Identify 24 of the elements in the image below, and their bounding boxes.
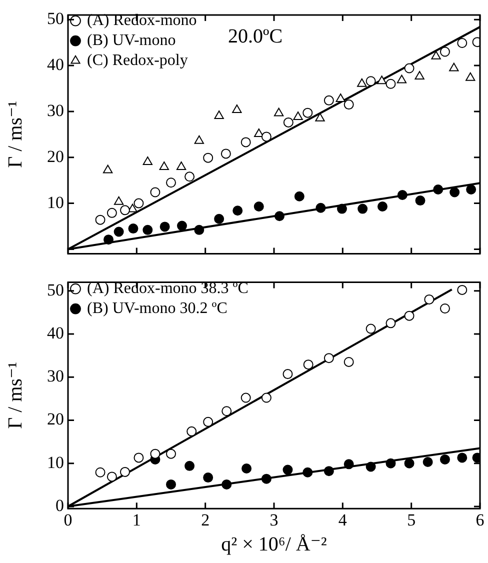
x-tick-label: 2 bbox=[201, 510, 210, 530]
x-tick-label: 3 bbox=[270, 510, 278, 530]
legend-label: (C) Redox-poly bbox=[87, 52, 188, 70]
y-tick-label: 0 bbox=[56, 496, 64, 515]
y-tick-label: 20 bbox=[47, 410, 64, 429]
x-tick-label: 4 bbox=[338, 510, 348, 530]
x-tick-label: 1 bbox=[132, 510, 141, 530]
y-axis-title: Γ / ms⁻¹ bbox=[4, 100, 26, 168]
y-tick-label: 30 bbox=[47, 100, 64, 120]
y-axis-title: Γ / ms⁻¹ bbox=[4, 362, 26, 429]
y-tick-label: 10 bbox=[47, 452, 64, 472]
annotation: 20.0ºC bbox=[228, 25, 283, 48]
y-tick-label: 30 bbox=[47, 366, 64, 386]
x-axis-title: q² × 10⁶/ Å⁻² bbox=[221, 533, 327, 556]
y-tick-label: 10 bbox=[47, 192, 64, 212]
x-tick-label: 5 bbox=[407, 510, 416, 530]
y-tick-label: 50 bbox=[47, 9, 64, 28]
legend-label: (B) UV-mono 30.2 ºC bbox=[87, 300, 228, 318]
x-tick-label: 6 bbox=[476, 510, 484, 530]
y-tick-label: 40 bbox=[47, 323, 64, 342]
y-tick-label: 50 bbox=[47, 280, 64, 300]
y-tick-label: 40 bbox=[47, 54, 64, 74]
y-tick-label: 20 bbox=[47, 146, 64, 166]
legend-label: (B) UV-mono bbox=[87, 32, 176, 50]
